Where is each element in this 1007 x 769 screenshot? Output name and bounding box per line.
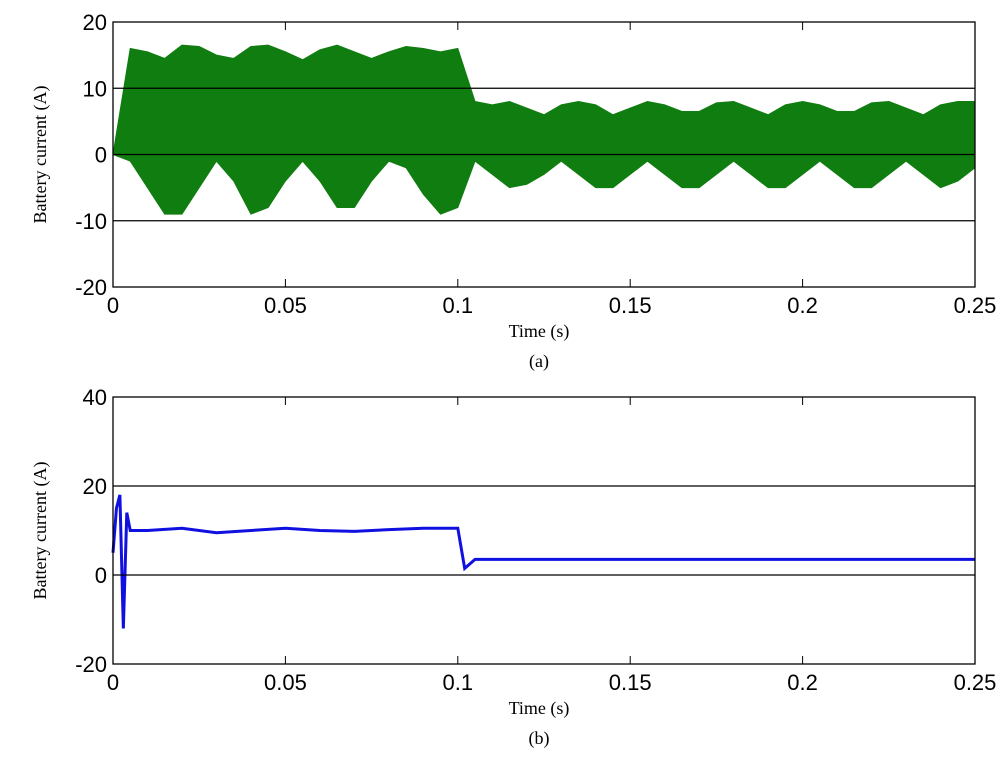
y-tick-label: 20: [83, 10, 107, 35]
x-tick-label: 0.25: [954, 670, 997, 695]
y-tick-label: 0: [95, 143, 107, 168]
x-tick-label: 0.2: [787, 670, 818, 695]
caption: (a): [529, 351, 549, 372]
y-tick-label: -10: [75, 209, 107, 234]
y-tick-label: 10: [83, 76, 107, 101]
x-tick-label: 0.1: [443, 670, 474, 695]
plot-frame: [112, 21, 976, 288]
x-tick-label: 0: [107, 670, 119, 695]
area: [112, 44, 976, 155]
plot-frame: [112, 396, 976, 665]
x-tick-label: 0.15: [609, 670, 652, 695]
x-axis-label: Time (s): [509, 698, 570, 719]
x-axis-label: Time (s): [509, 321, 570, 342]
line: [111, 494, 975, 629]
x-tick-label: 0.05: [264, 293, 307, 318]
y-tick-label: 20: [83, 474, 107, 499]
x-tick-label: 0.25: [954, 293, 997, 318]
y-tick-label: -20: [75, 652, 107, 677]
caption: (b): [529, 728, 550, 749]
x-tick-label: 0.1: [443, 293, 474, 318]
y-tick-label: -20: [75, 275, 107, 300]
x-tick-label: 0.05: [264, 670, 307, 695]
y-axis-label: Battery current (A): [30, 86, 51, 224]
y-axis-label: Battery current (A): [30, 462, 51, 600]
area: [112, 154, 976, 215]
x-tick-label: 0: [107, 293, 119, 318]
y-tick-label: 40: [83, 385, 107, 410]
y-tick-label: 0: [95, 563, 107, 588]
x-tick-label: 0.15: [609, 293, 652, 318]
x-tick-label: 0.2: [787, 293, 818, 318]
